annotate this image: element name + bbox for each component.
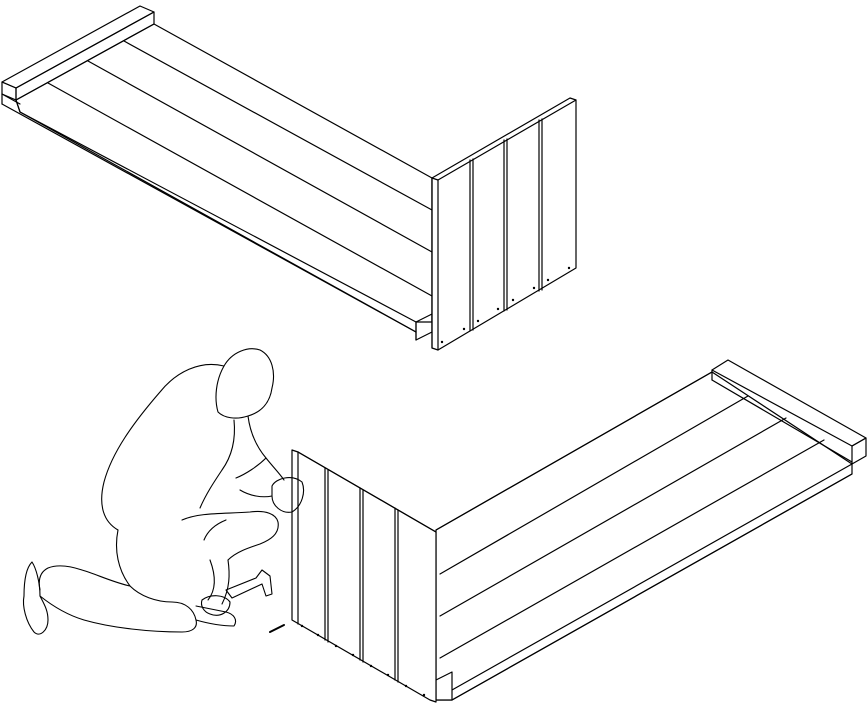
deck-plank-joint-3 [123, 40, 433, 211]
panel-nail-dots [300, 624, 426, 697]
hammer-icon [225, 569, 273, 599]
top-lower-cleat [415, 313, 433, 341]
bottom-lower-cleat [435, 671, 453, 701]
person-head [215, 348, 275, 419]
bottom-end-cleat [711, 359, 867, 465]
bottom-end-panel [291, 449, 437, 703]
nail [269, 624, 285, 633]
bottom-frame-assembly [269, 359, 867, 703]
deck-plank-joint-2 [439, 417, 787, 617]
top-deck [1, 23, 433, 333]
deck-plank-joint-2 [87, 60, 433, 253]
person-fist [271, 477, 305, 513]
deck-plank-joint-1 [47, 82, 433, 297]
panel-nail-dots [440, 266, 571, 344]
person-foot [22, 561, 49, 635]
deck-plank-joint-1 [439, 395, 749, 575]
deck-plank-joint-3 [439, 439, 825, 659]
bottom-deck [435, 371, 853, 701]
top-frame-assembly [1, 5, 577, 351]
top-end-panel [431, 97, 577, 351]
person-silhouette [22, 348, 305, 635]
top-end-cleat [1, 5, 155, 101]
